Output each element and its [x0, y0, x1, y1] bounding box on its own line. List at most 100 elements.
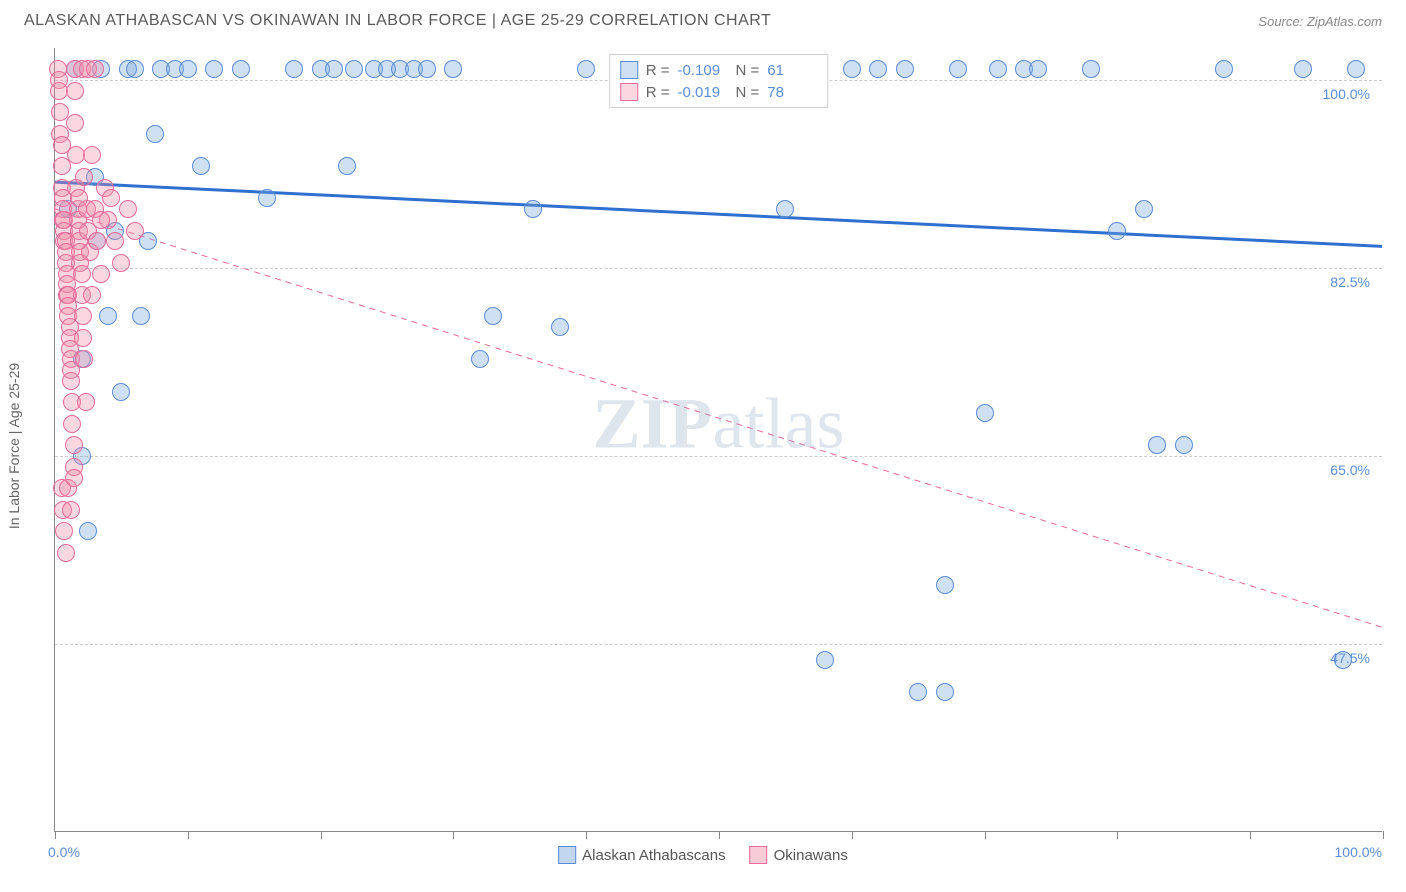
scatter-point [65, 469, 83, 487]
scatter-point [976, 404, 994, 422]
plot-surface: 47.5%65.0%82.5%100.0% [55, 48, 1382, 831]
scatter-point [126, 222, 144, 240]
x-tick [719, 831, 720, 839]
scatter-point [74, 329, 92, 347]
scatter-point [119, 200, 137, 218]
gridline [55, 456, 1382, 457]
scatter-point [551, 318, 569, 336]
scatter-point [1082, 60, 1100, 78]
scatter-point [909, 683, 927, 701]
x-tick [321, 831, 322, 839]
stats-row: R = -0.109 N = 61 [620, 59, 818, 81]
scatter-point [86, 60, 104, 78]
scatter-point [92, 211, 110, 229]
r-value: -0.109 [678, 62, 728, 79]
scatter-point [232, 60, 250, 78]
n-label: N = [736, 62, 760, 79]
scatter-point [936, 576, 954, 594]
y-axis-title: In Labor Force | Age 25-29 [6, 363, 22, 529]
scatter-point [92, 265, 110, 283]
scatter-point [524, 200, 542, 218]
scatter-point [66, 114, 84, 132]
chart-title: ALASKAN ATHABASCAN VS OKINAWAN IN LABOR … [24, 12, 771, 30]
legend-label: Okinawans [774, 847, 848, 864]
scatter-point [70, 189, 88, 207]
scatter-point [126, 60, 144, 78]
scatter-point [843, 60, 861, 78]
legend-item: Alaskan Athabascans [558, 846, 725, 864]
r-label: R = [646, 62, 670, 79]
x-tick [852, 831, 853, 839]
scatter-point [776, 200, 794, 218]
y-tick-label: 100.0% [1319, 86, 1374, 102]
scatter-point [106, 232, 124, 250]
scatter-point [484, 307, 502, 325]
scatter-point [936, 683, 954, 701]
scatter-point [1135, 200, 1153, 218]
x-tick [1250, 831, 1251, 839]
x-axis-max-label: 100.0% [1335, 844, 1382, 860]
n-value: 61 [767, 62, 817, 79]
series-swatch [620, 61, 638, 79]
scatter-point [989, 60, 1007, 78]
scatter-point [83, 286, 101, 304]
scatter-point [132, 307, 150, 325]
scatter-point [66, 82, 84, 100]
scatter-point [258, 189, 276, 207]
scatter-point [75, 168, 93, 186]
scatter-point [205, 60, 223, 78]
scatter-point [1029, 60, 1047, 78]
scatter-point [345, 60, 363, 78]
scatter-point [112, 254, 130, 272]
n-label: N = [736, 84, 760, 101]
scatter-point [1294, 60, 1312, 78]
scatter-point [65, 436, 83, 454]
trendline [55, 182, 1382, 246]
scatter-point [83, 146, 101, 164]
scatter-point [57, 544, 75, 562]
y-tick-label: 82.5% [1326, 274, 1374, 290]
scatter-point [1347, 60, 1365, 78]
scatter-point [285, 60, 303, 78]
scatter-point [75, 350, 93, 368]
gridline [55, 268, 1382, 269]
scatter-point [88, 232, 106, 250]
scatter-point [471, 350, 489, 368]
scatter-point [77, 393, 95, 411]
scatter-point [1148, 436, 1166, 454]
scatter-point [63, 415, 81, 433]
x-tick [1383, 831, 1384, 839]
x-tick [55, 831, 56, 839]
scatter-point [79, 522, 97, 540]
source-name: ZipAtlas.com [1307, 14, 1382, 29]
scatter-point [112, 383, 130, 401]
scatter-point [62, 501, 80, 519]
scatter-point [816, 651, 834, 669]
gridline [55, 644, 1382, 645]
x-tick [1117, 831, 1118, 839]
scatter-point [325, 60, 343, 78]
scatter-point [1215, 60, 1233, 78]
scatter-point [949, 60, 967, 78]
scatter-point [179, 60, 197, 78]
scatter-point [73, 265, 91, 283]
source-label: Source: [1258, 14, 1303, 29]
scatter-point [577, 60, 595, 78]
source-attribution: Source: ZipAtlas.com [1258, 14, 1382, 29]
scatter-point [62, 372, 80, 390]
x-tick [985, 831, 986, 839]
scatter-point [896, 60, 914, 78]
legend-item: Okinawans [750, 846, 848, 864]
scatter-point [444, 60, 462, 78]
x-axis-min-label: 0.0% [48, 844, 80, 860]
stats-row: R =-0.019N =78 [620, 81, 818, 103]
scatter-point [418, 60, 436, 78]
scatter-point [1334, 651, 1352, 669]
chart-header: ALASKAN ATHABASCAN VS OKINAWAN IN LABOR … [0, 0, 1406, 38]
y-tick-label: 65.0% [1326, 462, 1374, 478]
scatter-point [146, 125, 164, 143]
legend-swatch [558, 846, 576, 864]
scatter-point [1175, 436, 1193, 454]
chart-plot-area: 47.5%65.0%82.5%100.0% ZIPatlas R =-0.109… [54, 48, 1382, 832]
legend-label: Alaskan Athabascans [582, 847, 725, 864]
